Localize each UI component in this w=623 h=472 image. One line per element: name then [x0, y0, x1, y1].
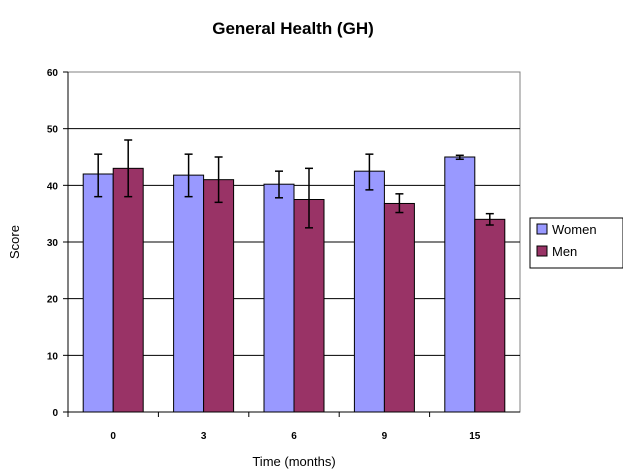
error-bars	[94, 139, 494, 229]
y-tick-label: 50	[47, 125, 59, 136]
y-tick-label: 30	[47, 238, 59, 249]
legend-swatch-women	[536, 223, 548, 235]
y-tick-label: 20	[47, 295, 59, 306]
x-tick-label: 3	[201, 431, 207, 442]
y-axis-label: Score	[7, 225, 22, 259]
bar-women	[263, 183, 295, 413]
y-tick-label: 10	[47, 351, 59, 362]
x-tick-label: 0	[110, 431, 116, 442]
axes: 0 10 20 30 40 50 60 0 3 6 9 15	[47, 68, 520, 442]
y-tick-label: 60	[47, 68, 59, 79]
bar-women	[353, 170, 385, 413]
x-axis-label: Time (months)	[252, 454, 335, 469]
bar-men	[474, 218, 506, 413]
bar-men	[293, 199, 325, 413]
legend-label-women: Women	[552, 222, 597, 237]
x-tick-label: 9	[382, 431, 388, 442]
x-tick-label: 6	[291, 431, 297, 442]
bar-men	[203, 179, 235, 413]
bar-women	[82, 173, 114, 413]
bar-men	[112, 167, 144, 413]
x-tick-label: 15	[469, 431, 481, 442]
legend: Women Men	[529, 217, 623, 269]
chart-title: General Health (GH)	[212, 19, 374, 38]
y-tick-label: 40	[47, 181, 59, 192]
legend-swatch-men	[536, 245, 548, 257]
bar-men	[383, 202, 415, 413]
bar-women	[444, 156, 476, 413]
bar-women	[173, 174, 205, 413]
legend-label-men: Men	[552, 244, 577, 259]
bars	[82, 156, 506, 413]
y-tick-label: 0	[52, 408, 58, 419]
